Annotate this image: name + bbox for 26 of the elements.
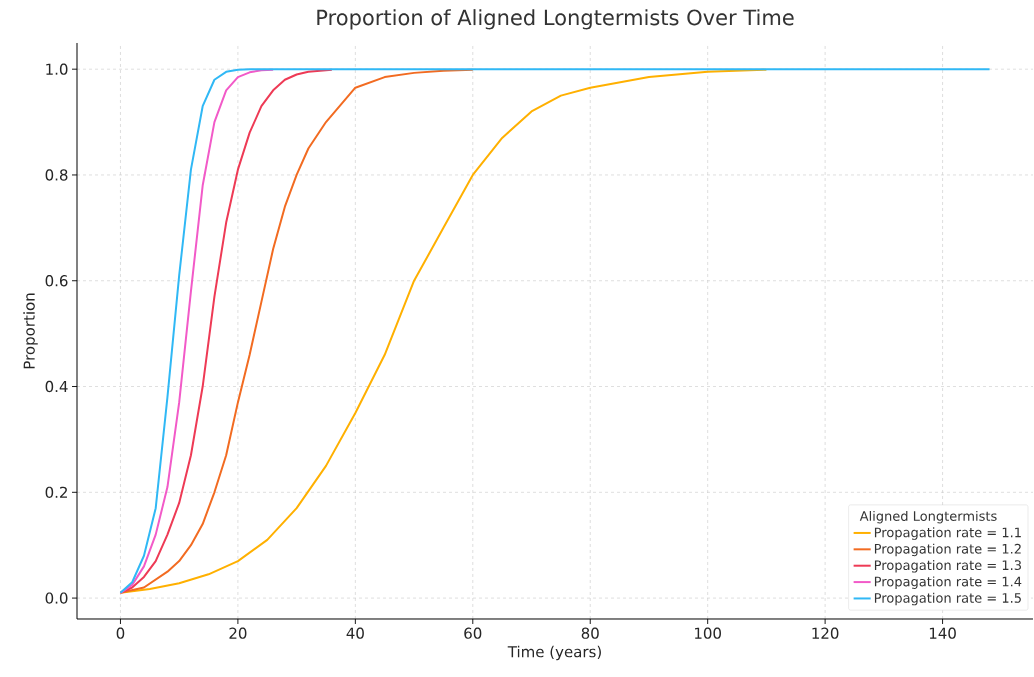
y-tick-label: 0.6 (45, 275, 68, 287)
legend-title: Aligned Longtermists (859, 510, 997, 524)
y-tick-label: 0.4 (45, 380, 68, 393)
x-tick-label: 120 (812, 627, 839, 639)
x-axis-title: Time (years) (507, 645, 601, 661)
x-tick-label: 100 (695, 627, 721, 639)
y-axis-title: Proportion (23, 293, 38, 369)
x-tick-label: 40 (346, 627, 364, 639)
x-tick-label: 140 (929, 627, 956, 639)
line-series (119, 68, 474, 594)
x-tick-label: 80 (581, 627, 599, 639)
line-series (119, 68, 768, 594)
legend-label: Propagation rate = 1.2 (874, 543, 1021, 557)
x-tick-label: 0 (116, 627, 125, 639)
y-tick-label: 0.2 (45, 486, 67, 498)
legend-label: Propagation rate = 1.5 (874, 592, 1021, 606)
x-tick-label: 60 (464, 627, 482, 639)
x-tick-label: 20 (229, 627, 247, 639)
chart-title: Proportion of Aligned Longtermists Over Time (317, 9, 794, 30)
legend-label: Propagation rate = 1.1 (874, 527, 1021, 540)
legend-label: Propagation rate = 1.4 (874, 576, 1022, 589)
y-tick-label: 0.8 (45, 169, 68, 181)
line-series (119, 68, 275, 594)
legend-label: Propagation rate = 1.3 (874, 560, 1021, 573)
y-tick-label: 1.0 (46, 63, 68, 75)
y-tick-label: 0.0 (45, 592, 68, 604)
